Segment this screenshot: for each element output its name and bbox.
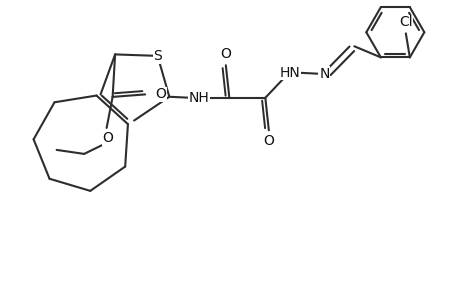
Text: HN: HN	[280, 66, 300, 80]
Text: N: N	[319, 67, 329, 81]
Text: O: O	[220, 47, 231, 61]
Text: O: O	[263, 134, 274, 148]
Text: S: S	[153, 49, 162, 63]
Text: Cl: Cl	[398, 15, 412, 29]
Text: NH: NH	[189, 91, 209, 105]
Text: O: O	[102, 131, 113, 145]
Text: O: O	[155, 87, 166, 101]
